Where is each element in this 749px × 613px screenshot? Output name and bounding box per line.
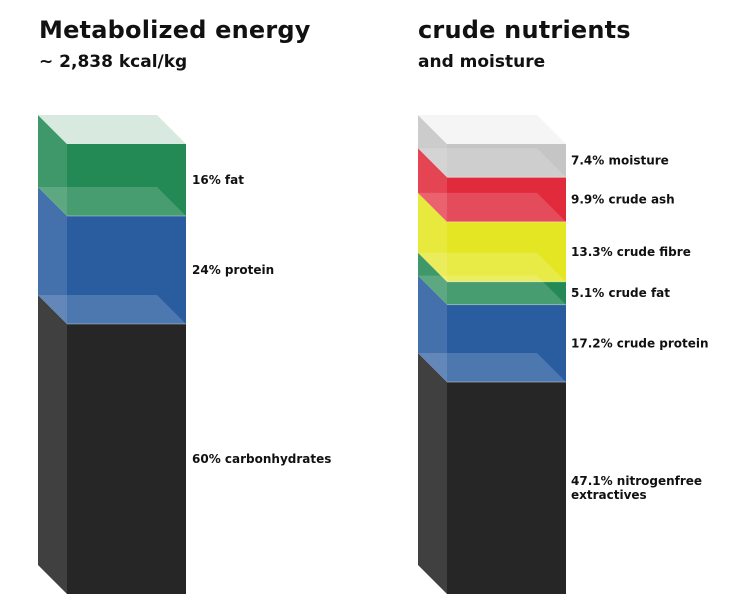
chart-1-title: Metabolized energy (39, 16, 311, 44)
chart-2-label-47-1-nitrogenfree-extractives: 47.1% nitrogenfree extractives (571, 474, 702, 502)
chart-1-label-60-carbonhydrates: 60% carbonhydrates (192, 452, 331, 466)
chart-2-shelf-13-3-crude-fibre (418, 252, 566, 282)
chart-2-subtitle: and moisture (418, 52, 546, 72)
chart-1-shelf-16-fat (38, 187, 186, 216)
chart-2-bar-13-3-crude-fibre (447, 221, 566, 282)
chart-2-side-9-9-crude-ash (418, 148, 447, 222)
chart-1-side-24-protein (38, 187, 67, 324)
chart-1-bar-16-fat (67, 144, 186, 216)
chart-2-label-9-9-crude-ash: 9.9% crude ash (571, 193, 675, 207)
chart-2-bar-7-4-moisture (447, 144, 566, 178)
chart-2-side-17-2-crude-protein (418, 275, 447, 383)
chart-2-shelf-9-9-crude-ash (418, 192, 566, 222)
chart-2-side-5-1-crude-fat (418, 252, 447, 305)
chart-2-bar-47-1-nitrogenfree-extractives (447, 382, 566, 594)
chart-1-label-16-fat: 16% fat (192, 173, 244, 187)
chart-2-bar-9-9-crude-ash (447, 177, 566, 222)
chart-1-shelf-24-protein (38, 295, 186, 324)
chart-2-bar-17-2-crude-protein (447, 304, 566, 383)
chart-2-label-13-3-crude-fibre: 13.3% crude fibre (571, 245, 691, 259)
chart-2-label-17-2-crude-protein: 17.2% crude protein (571, 336, 709, 350)
chart-1-bar-60-carbonhydrates (67, 324, 186, 594)
chart-2-side-7-4-moisture (418, 115, 447, 178)
chart-1-bar-24-protein (67, 216, 186, 324)
chart-2-shelf-7-4-moisture (418, 148, 566, 178)
chart-2-label-7-4-moisture: 7.4% moisture (571, 154, 669, 168)
chart-2-top-cap (418, 115, 566, 144)
chart-2-shelf-5-1-crude-fat (418, 275, 566, 305)
chart-1-side-60-carbonhydrates (38, 295, 67, 594)
chart-2-bar-5-1-crude-fat (447, 281, 566, 305)
chart-1-side-16-fat (38, 115, 67, 216)
chart-1-top-cap (38, 115, 186, 144)
chart-2-side-47-1-nitrogenfree-extractives (418, 353, 447, 594)
chart-2-side-13-3-crude-fibre (418, 192, 447, 282)
chart-2-shelf-17-2-crude-protein (418, 353, 566, 383)
chart-2-title: crude nutrients (418, 16, 631, 44)
chart-1-label-24-protein: 24% protein (192, 263, 274, 277)
chart-2-label-5-1-crude-fat: 5.1% crude fat (571, 286, 670, 300)
chart-1-subtitle: ~ 2,838 kcal/kg (39, 52, 188, 72)
